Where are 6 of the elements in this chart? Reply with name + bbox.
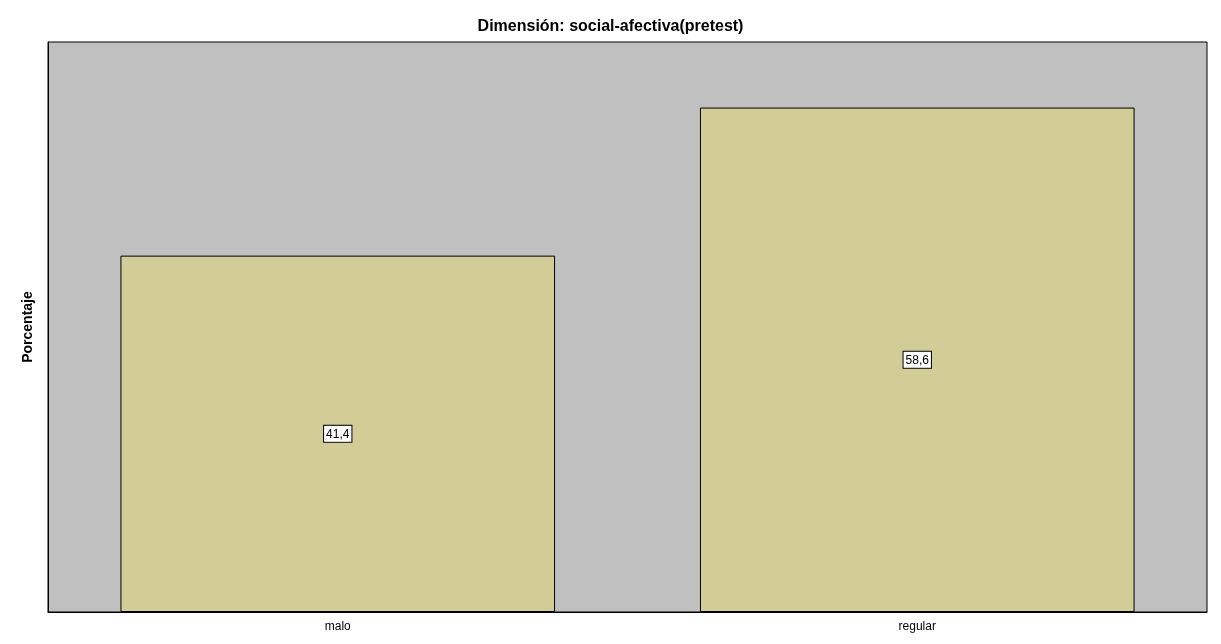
data-label: 58,6 [905, 352, 930, 367]
x-tick-label: malo [324, 619, 352, 633]
x-tick-label: regular [898, 619, 936, 633]
data-label: 41,4 [326, 426, 350, 441]
chart-title: Dimensión: social-afectiva(pretest) [477, 16, 744, 34]
y-axis-title: Porcentaje [19, 291, 35, 363]
